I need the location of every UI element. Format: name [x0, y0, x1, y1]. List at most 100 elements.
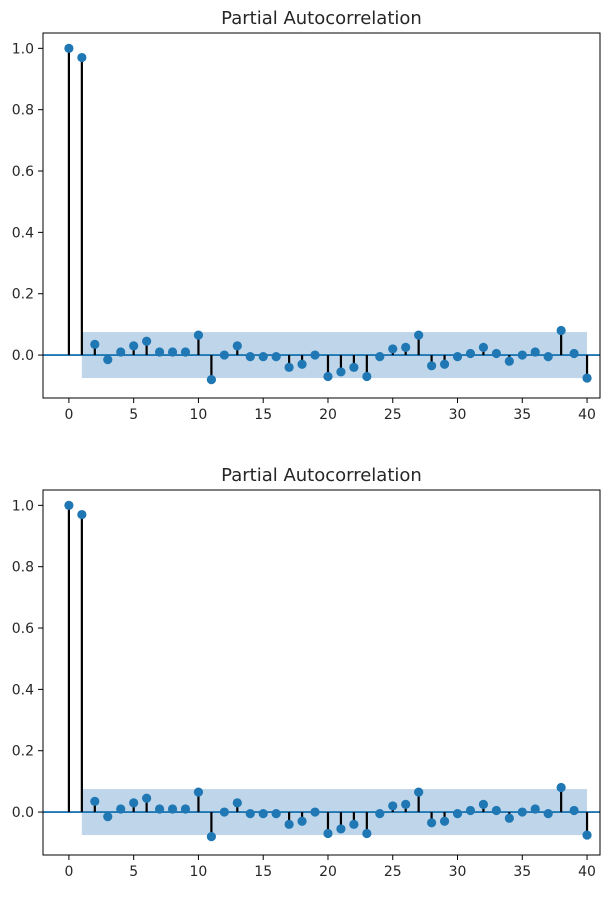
x-tick-label: 20 — [319, 407, 337, 423]
data-point — [258, 808, 268, 819]
data-point — [232, 341, 242, 351]
data-point — [129, 798, 139, 808]
x-tick-label: 35 — [513, 864, 531, 880]
plot-frame — [42, 489, 601, 856]
data-point — [245, 351, 255, 362]
x-tick-label: 5 — [129, 407, 138, 423]
data-point — [232, 798, 242, 808]
data-point — [582, 373, 592, 383]
data-point — [206, 831, 216, 842]
data-point — [167, 347, 178, 357]
data-point — [414, 787, 424, 797]
y-tick-label: 0.2 — [12, 287, 34, 303]
y-tick-label: 0.4 — [12, 682, 34, 698]
x-tick-label: 35 — [513, 407, 531, 423]
x-tick-label: 40 — [578, 407, 596, 423]
data-point — [465, 348, 476, 359]
data-point — [271, 808, 281, 819]
data-point — [77, 52, 87, 63]
data-point — [530, 347, 540, 357]
data-point — [349, 362, 359, 372]
x-tick-label: 25 — [384, 864, 402, 880]
data-point — [478, 799, 489, 809]
data-point — [452, 351, 463, 362]
data-point — [491, 805, 501, 816]
x-tick-label: 40 — [578, 864, 596, 880]
data-point — [517, 807, 527, 817]
data-point — [310, 350, 320, 360]
data-point — [154, 347, 165, 357]
data-point — [439, 359, 450, 369]
data-point — [297, 816, 307, 826]
data-point — [543, 351, 553, 362]
data-point — [452, 808, 463, 819]
data-point — [556, 325, 566, 336]
data-point — [219, 350, 229, 360]
data-point — [439, 816, 450, 826]
data-point — [491, 348, 501, 359]
x-tick-label: 0 — [64, 407, 73, 423]
y-tick-label: 1.0 — [12, 498, 34, 514]
y-tick-label: 1.0 — [12, 41, 34, 57]
data-point — [504, 356, 514, 366]
data-point — [401, 799, 411, 809]
y-tick-label: 0.0 — [12, 348, 34, 364]
data-point — [297, 359, 307, 369]
data-point — [427, 361, 437, 371]
data-point — [569, 348, 579, 359]
data-point — [180, 347, 191, 357]
x-tick-label: 5 — [129, 864, 138, 880]
data-point — [258, 351, 268, 362]
data-point — [193, 330, 204, 340]
data-point — [465, 805, 476, 816]
chart-title: Partial Autocorrelation — [221, 465, 422, 486]
data-point — [349, 819, 359, 829]
chart-title: Partial Autocorrelation — [221, 8, 422, 29]
data-point — [167, 804, 178, 814]
data-point — [362, 371, 372, 382]
data-point — [64, 43, 74, 53]
pacf-chart-svg-bottom: Partial Autocorrelation 0 5 10 15 20 25 30 35 40 0… — [12, 465, 601, 880]
pacf-chart-bottom: Partial Autocorrelation 0 5 10 15 20 25 30 35 40 0… — [0, 457, 616, 899]
data-point — [323, 371, 333, 382]
data-point — [375, 808, 385, 819]
data-point — [336, 367, 346, 377]
data-point — [543, 808, 553, 819]
data-point — [556, 782, 566, 793]
data-point — [116, 804, 126, 814]
data-point — [388, 801, 398, 811]
y-tick-label: 0.0 — [12, 805, 34, 821]
data-point — [64, 500, 74, 510]
x-tick-label: 30 — [449, 864, 467, 880]
data-point — [245, 808, 255, 819]
data-point — [310, 807, 320, 817]
data-point — [103, 355, 113, 365]
data-point — [193, 787, 204, 797]
data-point — [427, 818, 437, 828]
data-point — [478, 342, 489, 352]
pacf-chart-top: Partial Autocorrelation 0 5 10 15 20 25 30 35 40 0… — [0, 0, 616, 442]
data-point — [90, 796, 100, 806]
y-tick-label: 0.6 — [12, 164, 34, 180]
data-point — [414, 330, 424, 340]
data-point — [517, 350, 527, 360]
y-tick-label: 0.2 — [12, 744, 34, 760]
plot-frame — [42, 32, 601, 399]
x-tick-label: 25 — [384, 407, 402, 423]
data-point — [362, 828, 372, 839]
pacf-chart-svg-top: Partial Autocorrelation 0 5 10 15 20 25 30 35 40 0… — [12, 8, 601, 423]
x-tick-label: 30 — [449, 407, 467, 423]
y-tick-label: 0.6 — [12, 621, 34, 637]
data-point — [284, 362, 294, 372]
x-tick-label: 15 — [254, 864, 272, 880]
data-point — [388, 344, 398, 354]
data-point — [206, 374, 216, 385]
data-point — [569, 805, 579, 816]
data-point — [142, 336, 152, 346]
data-point — [180, 804, 191, 814]
data-point — [90, 339, 100, 349]
data-point — [154, 804, 165, 814]
x-tick-label: 10 — [190, 407, 208, 423]
data-point — [582, 830, 592, 840]
x-tick-label: 10 — [190, 864, 208, 880]
